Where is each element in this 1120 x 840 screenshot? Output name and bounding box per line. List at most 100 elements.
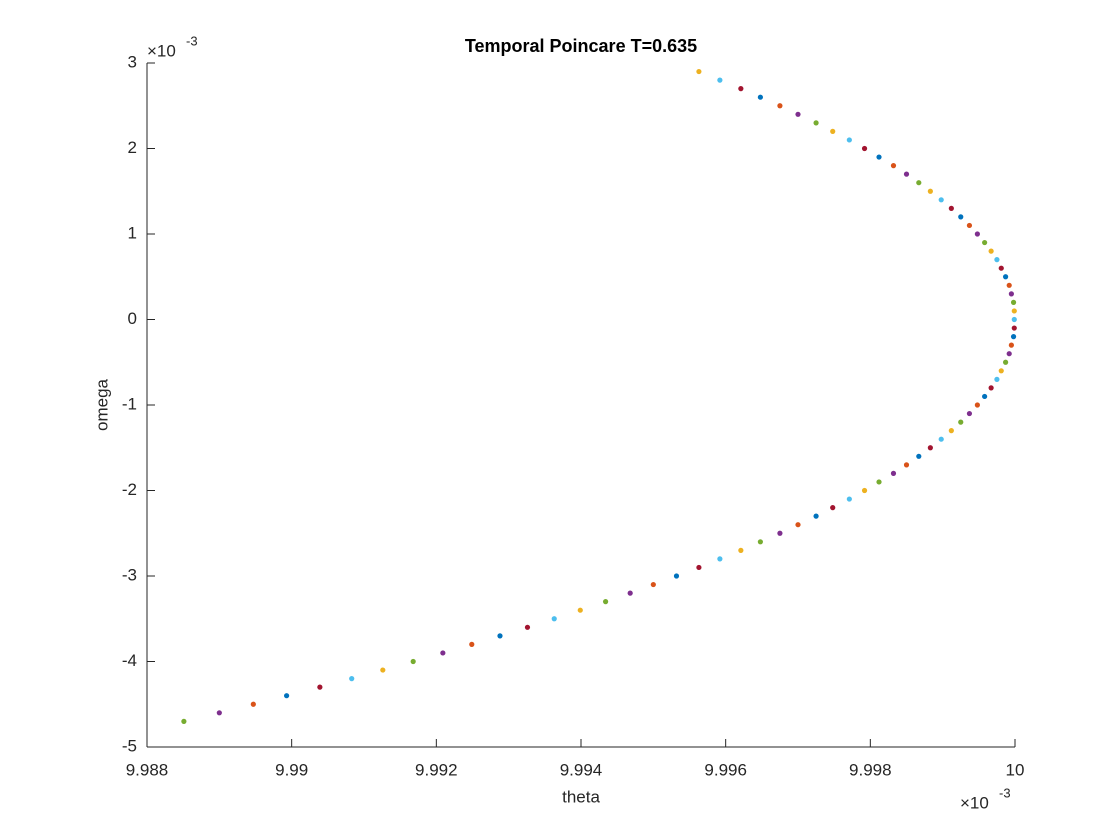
- point: [717, 77, 723, 83]
- point: [1006, 282, 1012, 288]
- x-tick-label: 9.998: [849, 760, 892, 779]
- point: [317, 684, 323, 690]
- point: [830, 505, 836, 511]
- point: [890, 163, 897, 169]
- point: [974, 231, 980, 237]
- y-tick-label: -5: [122, 736, 137, 755]
- point: [497, 633, 503, 639]
- point: [181, 718, 187, 724]
- point: [813, 513, 819, 519]
- x-tick-label: 9.996: [704, 760, 747, 779]
- point: [717, 556, 723, 562]
- point: [602, 599, 609, 605]
- point: [903, 171, 910, 177]
- x-tick-label: 9.994: [560, 760, 603, 779]
- point: [948, 428, 954, 434]
- point: [830, 128, 836, 134]
- point: [958, 419, 964, 425]
- point: [696, 564, 702, 571]
- point: [846, 496, 852, 502]
- point: [349, 676, 355, 682]
- y-tick-label: -1: [122, 394, 137, 413]
- point: [650, 581, 656, 588]
- point: [777, 103, 783, 109]
- point: [938, 197, 944, 203]
- point: [795, 111, 801, 117]
- point: [927, 445, 933, 451]
- y-axis-label: omega: [92, 378, 111, 431]
- point: [903, 462, 910, 468]
- point: [998, 265, 1004, 271]
- point: [876, 479, 882, 485]
- x-tick-label: 10: [1006, 760, 1025, 779]
- point: [577, 607, 583, 613]
- x-tick-label: 9.988: [126, 760, 169, 779]
- point: [916, 453, 922, 459]
- point: [994, 257, 1000, 263]
- point: [876, 154, 882, 160]
- chart-title: Temporal Poincare T=0.635: [465, 36, 697, 56]
- point: [440, 650, 446, 656]
- point: [890, 470, 897, 476]
- point: [982, 239, 988, 246]
- point: [974, 402, 980, 408]
- point: [988, 248, 994, 254]
- y-tick-label: 2: [128, 138, 137, 157]
- point: [916, 180, 922, 186]
- point: [966, 222, 973, 229]
- point: [757, 94, 763, 100]
- point: [982, 393, 988, 400]
- point: [469, 641, 475, 648]
- point: [696, 68, 702, 75]
- point: [1011, 316, 1017, 323]
- y-multiplier-base: ×10: [147, 41, 176, 60]
- point: [777, 530, 783, 536]
- point: [927, 188, 933, 194]
- point: [861, 145, 868, 152]
- x-multiplier-base: ×10: [960, 793, 989, 812]
- point: [966, 410, 973, 417]
- x-tick-label: 9.99: [275, 760, 308, 779]
- point: [627, 590, 633, 596]
- y-tick-label: 1: [128, 223, 137, 242]
- point: [938, 436, 944, 442]
- point: [738, 547, 744, 553]
- point: [524, 624, 531, 630]
- point: [813, 120, 819, 126]
- point: [988, 385, 994, 391]
- point: [1010, 299, 1017, 305]
- point: [284, 693, 290, 699]
- x-multiplier-exponent: -3: [999, 785, 1011, 800]
- point: [1011, 325, 1017, 331]
- point: [994, 376, 1000, 382]
- point: [846, 137, 852, 143]
- point: [1008, 342, 1014, 348]
- point: [757, 539, 763, 545]
- y-tick-label: -2: [122, 480, 137, 499]
- y-multiplier-exponent: -3: [186, 33, 198, 48]
- point: [1002, 274, 1009, 280]
- point: [673, 573, 680, 579]
- point: [1011, 308, 1017, 314]
- point: [410, 658, 416, 665]
- point: [861, 487, 868, 494]
- point: [948, 205, 954, 211]
- point: [1002, 359, 1009, 365]
- x-tick-label: 9.992: [415, 760, 458, 779]
- y-tick-label: 0: [128, 309, 137, 328]
- y-tick-label: -3: [122, 565, 137, 584]
- point: [1008, 291, 1014, 297]
- y-tick-label: -4: [122, 651, 137, 670]
- point: [1006, 351, 1012, 357]
- point: [551, 616, 557, 622]
- point: [998, 368, 1004, 374]
- point: [380, 667, 386, 673]
- point: [738, 86, 744, 92]
- y-tick-label: 3: [128, 52, 137, 71]
- point: [1010, 334, 1017, 340]
- point: [250, 701, 256, 707]
- point: [795, 522, 801, 528]
- x-axis-label: theta: [562, 787, 600, 806]
- point: [216, 710, 222, 716]
